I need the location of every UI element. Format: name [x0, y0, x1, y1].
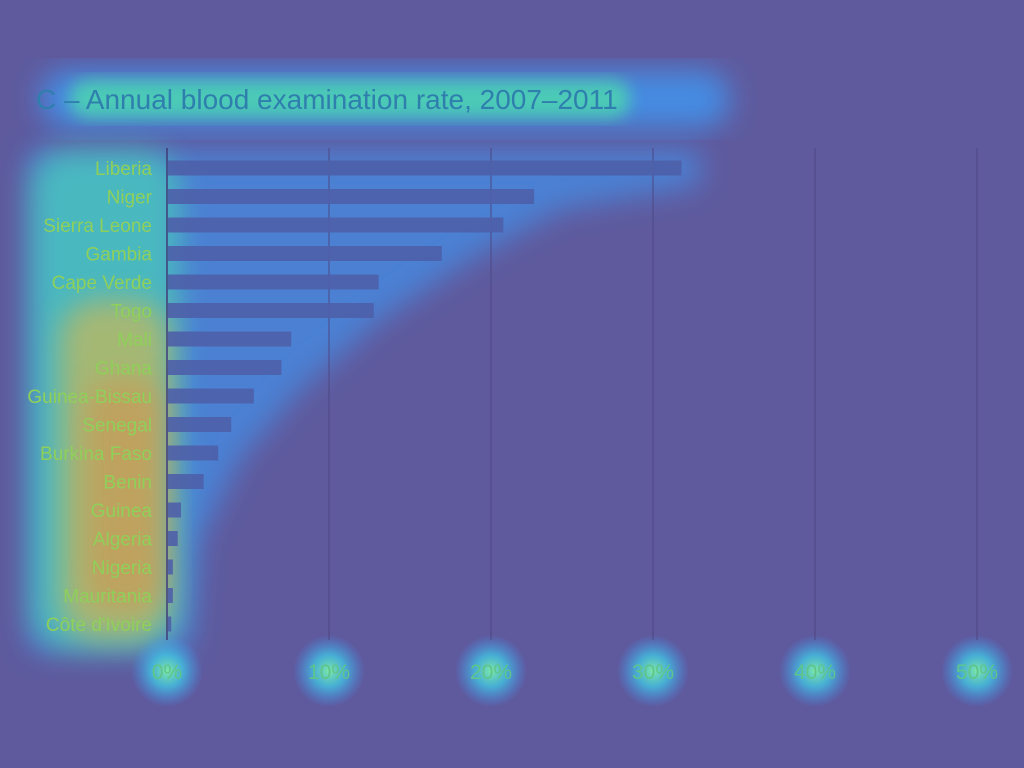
category-label: Algeria — [93, 530, 153, 551]
bar — [168, 417, 232, 432]
category-label: Sierra Leone — [43, 216, 152, 237]
bar — [168, 217, 504, 233]
category-label: Cape Verde — [52, 273, 152, 294]
category-label: Niger — [107, 188, 153, 209]
bar — [168, 274, 379, 290]
bar — [168, 388, 254, 404]
category-label: Liberia — [95, 159, 152, 180]
x-tick-label: 0% — [152, 661, 182, 684]
category-label: Guinea-Bissau — [27, 387, 152, 408]
bar — [168, 474, 204, 489]
x-tick-label: 50% — [956, 661, 998, 684]
bar — [168, 531, 178, 546]
category-label: Nigeria — [92, 558, 153, 579]
chart-title: C – Annual blood examination rate, 2007–… — [36, 84, 618, 115]
category-label: Senegal — [82, 416, 152, 437]
bar — [168, 502, 181, 518]
bar — [168, 160, 682, 176]
bar — [168, 445, 219, 461]
bar — [168, 189, 535, 204]
category-label: Gambia — [85, 245, 152, 266]
category-label: Côte d'Ivoire — [46, 615, 152, 636]
category-labels: Liberia Niger Sierra Leone Gambia Cape Verde… — [27, 159, 152, 636]
x-tick-label: 40% — [794, 661, 836, 684]
bar — [168, 588, 173, 603]
bar — [168, 616, 172, 632]
x-tick-label: 30% — [632, 661, 674, 684]
x-axis-ticks: 0% 10% 20% 30% 40% 50% — [152, 661, 998, 684]
category-label: Ghana — [95, 359, 152, 380]
bar — [168, 360, 282, 375]
category-label: Togo — [111, 302, 152, 323]
bar — [168, 303, 374, 318]
x-tick-label: 10% — [308, 661, 350, 684]
bar — [168, 559, 173, 575]
category-label: Mali — [117, 330, 152, 351]
category-label: Guinea — [91, 501, 153, 522]
category-label: Burkina Faso — [40, 444, 152, 465]
bar — [168, 246, 442, 261]
category-label: Benin — [103, 473, 152, 494]
bar — [168, 331, 292, 347]
bars — [168, 160, 682, 632]
category-label: Mauritania — [63, 587, 152, 608]
x-tick-label: 20% — [470, 661, 512, 684]
